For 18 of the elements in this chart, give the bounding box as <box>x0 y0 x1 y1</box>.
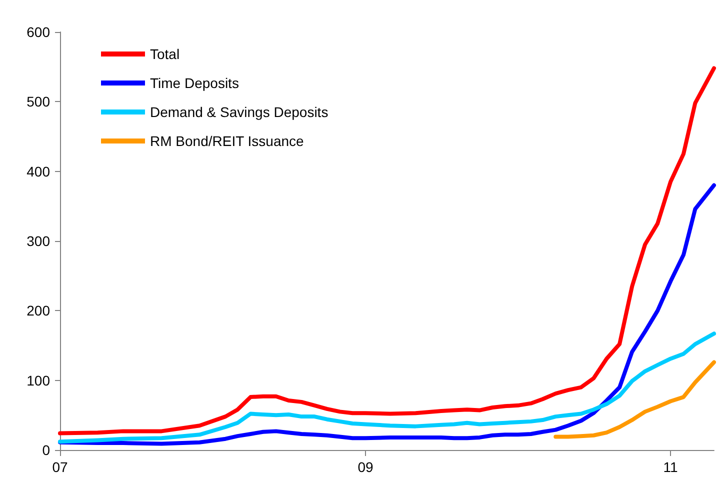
legend-label: Demand & Savings Deposits <box>150 104 328 120</box>
x-tick-label: 09 <box>358 459 374 475</box>
y-tick-label: 600 <box>26 24 50 40</box>
y-tick-label: 0 <box>42 442 50 458</box>
legend-label: Time Deposits <box>150 75 239 91</box>
y-tick-label: 100 <box>26 372 50 388</box>
line-series <box>58 66 716 436</box>
line-series <box>58 332 716 444</box>
legend-label: RM Bond/REIT Issuance <box>150 133 304 149</box>
line-series <box>554 360 716 439</box>
y-tick-label: 400 <box>26 163 50 180</box>
y-tick-label: 300 <box>26 233 50 249</box>
legend-label: Total <box>150 46 180 62</box>
y-tick-label: 500 <box>26 94 50 110</box>
x-tick-label: 11 <box>663 459 678 475</box>
y-tick-label: 200 <box>26 302 50 319</box>
line-series <box>58 183 716 446</box>
x-tick-label: 07 <box>52 459 68 475</box>
